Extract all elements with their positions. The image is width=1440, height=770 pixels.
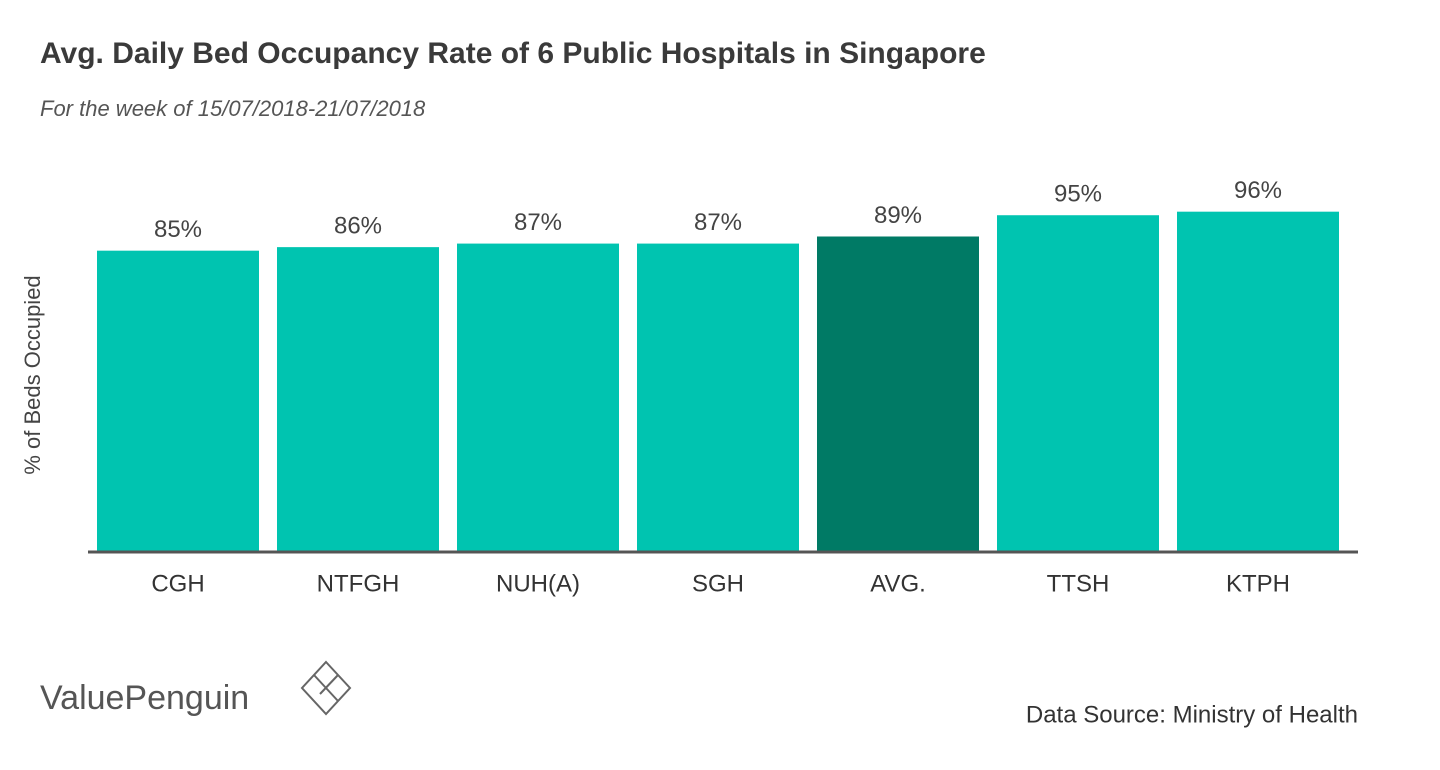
- bar: [817, 236, 979, 552]
- x-tick-label: SGH: [692, 570, 744, 597]
- bar: [637, 243, 799, 552]
- x-tick-label: TTSH: [1047, 570, 1110, 597]
- chart-subtitle: For the week of 15/07/2018-21/07/2018: [40, 96, 426, 121]
- x-tick-label: KTPH: [1226, 570, 1290, 597]
- bar: [277, 247, 439, 552]
- x-tick-label: NTFGH: [317, 570, 400, 597]
- data-label: 86%: [334, 212, 382, 239]
- data-label: 85%: [154, 216, 202, 243]
- brand-logo-text: ValuePenguin: [40, 679, 249, 717]
- y-axis-label: % of Beds Occupied: [20, 275, 45, 474]
- x-tick-label: CGH: [151, 570, 204, 597]
- data-source: Data Source: Ministry of Health: [1026, 701, 1358, 728]
- bar: [997, 215, 1159, 552]
- bar: [1177, 211, 1339, 552]
- data-label: 95%: [1054, 181, 1102, 208]
- data-label: 89%: [874, 202, 922, 229]
- data-label: 87%: [514, 209, 562, 236]
- data-label: 96%: [1234, 177, 1282, 204]
- x-tick-label: AVG.: [870, 570, 926, 597]
- brand-logo-icon: [300, 660, 352, 716]
- x-tick-label: NUH(A): [496, 570, 580, 597]
- bar: [457, 243, 619, 552]
- chart-title: Avg. Daily Bed Occupancy Rate of 6 Publi…: [40, 37, 986, 70]
- bar: [97, 250, 259, 553]
- data-label: 87%: [694, 209, 742, 236]
